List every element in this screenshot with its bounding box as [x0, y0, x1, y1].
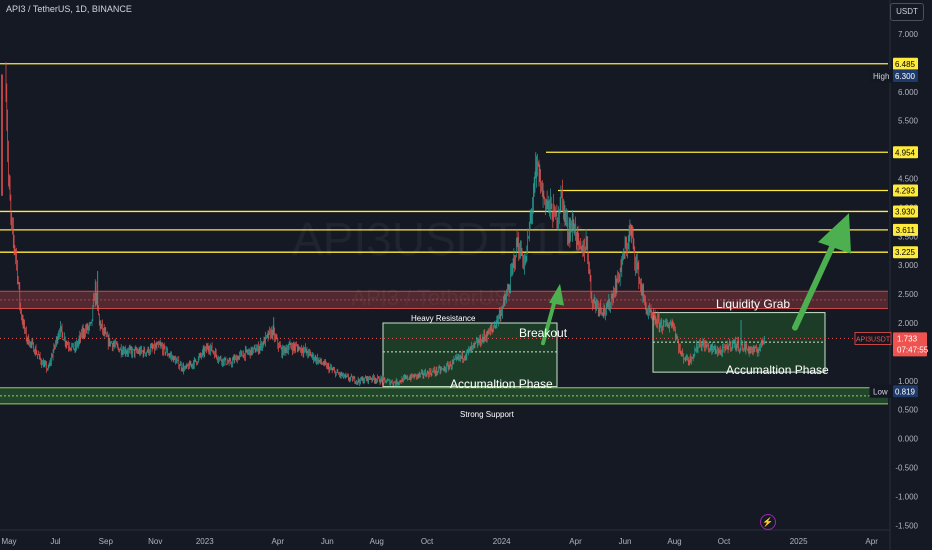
- arrows-layer: [541, 213, 851, 346]
- breakout-arrow: [541, 297, 557, 346]
- target-arrow-head: [818, 213, 851, 254]
- y-tick-label: 7.000: [898, 30, 919, 39]
- y-tick-label: 5.500: [898, 117, 919, 126]
- level-tag-label: 3.611: [896, 226, 916, 235]
- annotation-accumulation-1: Accumaltion Phase: [450, 377, 553, 391]
- x-tick-label: Jul: [50, 537, 60, 546]
- chart-title: API3 / TetherUS, 1D, BINANCE: [6, 4, 132, 14]
- annotation-breakout: Breakout: [519, 326, 568, 340]
- level-tag: [893, 57, 918, 70]
- low-marker-label: Low: [873, 387, 888, 396]
- low-marker-value: 0.819: [895, 387, 916, 396]
- price-tag-countdown: 07:47:55: [897, 345, 929, 354]
- annotation-accumulation-2: Accumaltion Phase: [726, 363, 829, 377]
- grid-layer: API3USDT 1D API3 / TetherUS: [0, 63, 888, 405]
- y-tick-label: 3.000: [898, 261, 919, 270]
- x-tick-label: Jun: [321, 537, 334, 546]
- x-tick-label: Oct: [718, 537, 731, 546]
- high-marker-value-box: [893, 70, 918, 82]
- y-tick-label: -1.000: [895, 492, 918, 501]
- y-tick-label: -1.500: [895, 521, 918, 530]
- x-tick-label: Apr: [272, 537, 285, 546]
- y-tick-label: 6.000: [898, 88, 919, 97]
- watermark: API3USDT 1D: [292, 213, 588, 265]
- level-tag: [893, 205, 918, 218]
- target-arrow: [792, 241, 836, 331]
- annotation-heavy-resistance: Heavy Resistance: [411, 314, 476, 323]
- high-marker-value: 6.300: [895, 72, 916, 81]
- annotation-liquidity-grab: Liquidity Grab: [716, 297, 790, 311]
- y-tick-label: 1.000: [898, 377, 919, 386]
- breakout-arrow-head: [549, 283, 564, 306]
- lightning-icon[interactable]: ⚡: [760, 514, 776, 530]
- x-tick-label: 2023: [196, 537, 214, 546]
- y-tick-label: 4.500: [898, 175, 919, 184]
- x-tick-label: 2024: [493, 537, 511, 546]
- annotation-strong-support: Strong Support: [460, 410, 515, 419]
- level-tag-label: 3.930: [895, 207, 916, 216]
- y-tick-label: 3.500: [898, 232, 919, 241]
- currency-button[interactable]: USDT: [890, 3, 924, 21]
- high-marker-label: High: [873, 72, 889, 81]
- level-tag-label: 4.954: [895, 148, 916, 157]
- low-marker-value-box: [893, 385, 918, 398]
- symbol-tag-label: API3USDT: [856, 336, 891, 343]
- price-tag-value: 1.733: [897, 334, 918, 343]
- level-tag: [893, 146, 918, 159]
- level-tag-label: 6.485: [895, 60, 916, 69]
- level-tag-label: 3.225: [895, 248, 916, 257]
- price-tag: [893, 332, 927, 357]
- candles-layer: [1, 62, 765, 387]
- y-tick-label: 2.500: [898, 290, 919, 299]
- level-tag-label: 4.293: [895, 186, 916, 195]
- y-tick-label: 0.000: [898, 435, 919, 444]
- y-tick-label: 2.000: [898, 319, 919, 328]
- y-tick-label: -0.500: [895, 464, 918, 473]
- x-tick-label: Aug: [370, 537, 384, 546]
- x-tick-label: 2025: [790, 537, 808, 546]
- symbol-tag: [854, 332, 892, 345]
- x-tick-label: Jun: [619, 537, 632, 546]
- level-tag: [893, 246, 918, 259]
- x-tick-label: Sep: [99, 537, 114, 546]
- watermark-sub: API3 / TetherUS: [351, 285, 508, 310]
- x-tick-label: May: [1, 537, 16, 546]
- x-tick-label: Apr: [569, 537, 582, 546]
- x-tick-label: Aug: [667, 537, 681, 546]
- x-tick-label: Oct: [421, 537, 434, 546]
- level-tag: [893, 184, 918, 197]
- x-tick-label: Apr: [865, 537, 878, 546]
- level-tag: [893, 223, 918, 236]
- x-tick-label: Nov: [148, 537, 162, 546]
- y-tick-label: 0.500: [898, 406, 919, 415]
